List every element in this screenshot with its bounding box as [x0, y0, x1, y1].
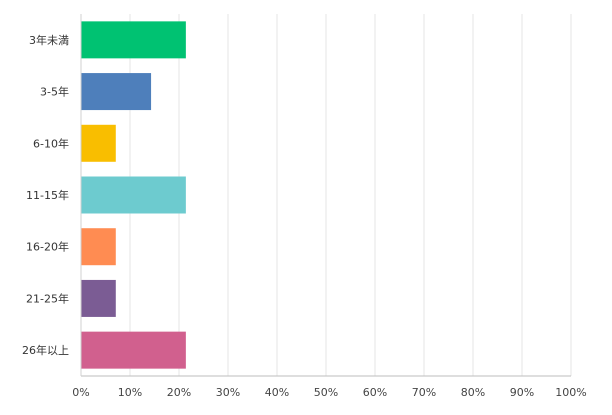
category-label: 3年未満 [29, 33, 69, 47]
category-label: 26年以上 [22, 343, 69, 357]
category-labels: 3年未満 3-5年 6-10年 11-15年 16-20年 21-25年 26年以上 [22, 33, 69, 357]
bar [81, 73, 152, 111]
category-label: 21-25年 [26, 291, 69, 305]
x-tick-label: 0% [72, 386, 89, 399]
x-tick-label: 70% [412, 386, 436, 399]
bar [81, 331, 186, 369]
x-tick-labels: 0% 10% 20% 30% 40% 50% 60% 70% 80% 90% 100% [72, 386, 586, 399]
bars [81, 21, 186, 369]
bar [81, 21, 186, 59]
category-label: 11-15年 [26, 188, 69, 202]
x-tick-label: 50% [314, 386, 338, 399]
bar [81, 279, 116, 317]
category-label: 16-20年 [26, 240, 69, 254]
bar [81, 176, 186, 214]
bar [81, 124, 116, 162]
gridlines [129, 14, 572, 376]
x-tick-label: 90% [510, 386, 534, 399]
x-tick-label: 40% [265, 386, 289, 399]
category-label: 3-5年 [40, 85, 69, 99]
x-tick-label: 10% [118, 386, 142, 399]
category-label: 6-10年 [33, 136, 69, 150]
x-tick-label: 20% [167, 386, 191, 399]
x-tick-label: 100% [555, 386, 586, 399]
bar [81, 228, 116, 266]
x-tick-label: 80% [461, 386, 485, 399]
x-tick-label: 30% [216, 386, 240, 399]
x-tick-label: 60% [363, 386, 387, 399]
